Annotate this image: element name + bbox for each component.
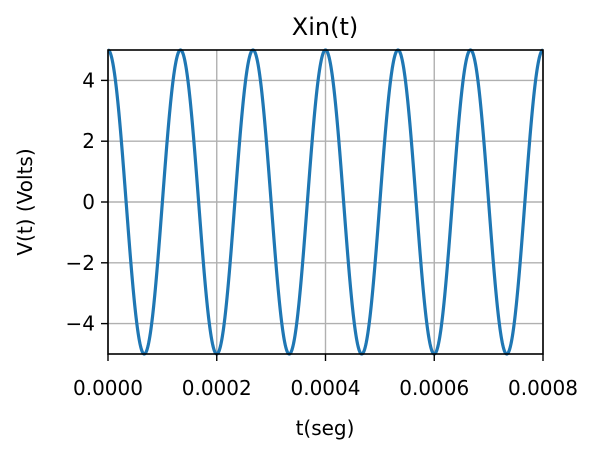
grid bbox=[107, 50, 544, 354]
y-axis-label: V(t) (Volts) bbox=[13, 148, 37, 255]
y-tick-label: −4 bbox=[66, 312, 95, 336]
x-tick-label: 0.0002 bbox=[182, 376, 252, 400]
x-tick-label: 0.0000 bbox=[73, 376, 143, 400]
y-tick-label: −2 bbox=[66, 251, 95, 275]
x-tick-label: 0.0004 bbox=[291, 376, 361, 400]
y-tick-label: 4 bbox=[82, 68, 95, 92]
x-axis-label: t(seg) bbox=[296, 416, 355, 440]
x-tick-label: 0.0006 bbox=[399, 376, 469, 400]
x-ticks: 0.0000 0.0002 0.0004 0.0006 0.0008 bbox=[73, 354, 578, 400]
y-tick-label: 0 bbox=[82, 190, 95, 214]
y-ticks: −4 −2 0 2 4 bbox=[66, 68, 108, 336]
x-tick-label: 0.0008 bbox=[508, 376, 578, 400]
y-tick-label: 2 bbox=[82, 129, 95, 153]
chart-title: Xin(t) bbox=[292, 13, 358, 41]
